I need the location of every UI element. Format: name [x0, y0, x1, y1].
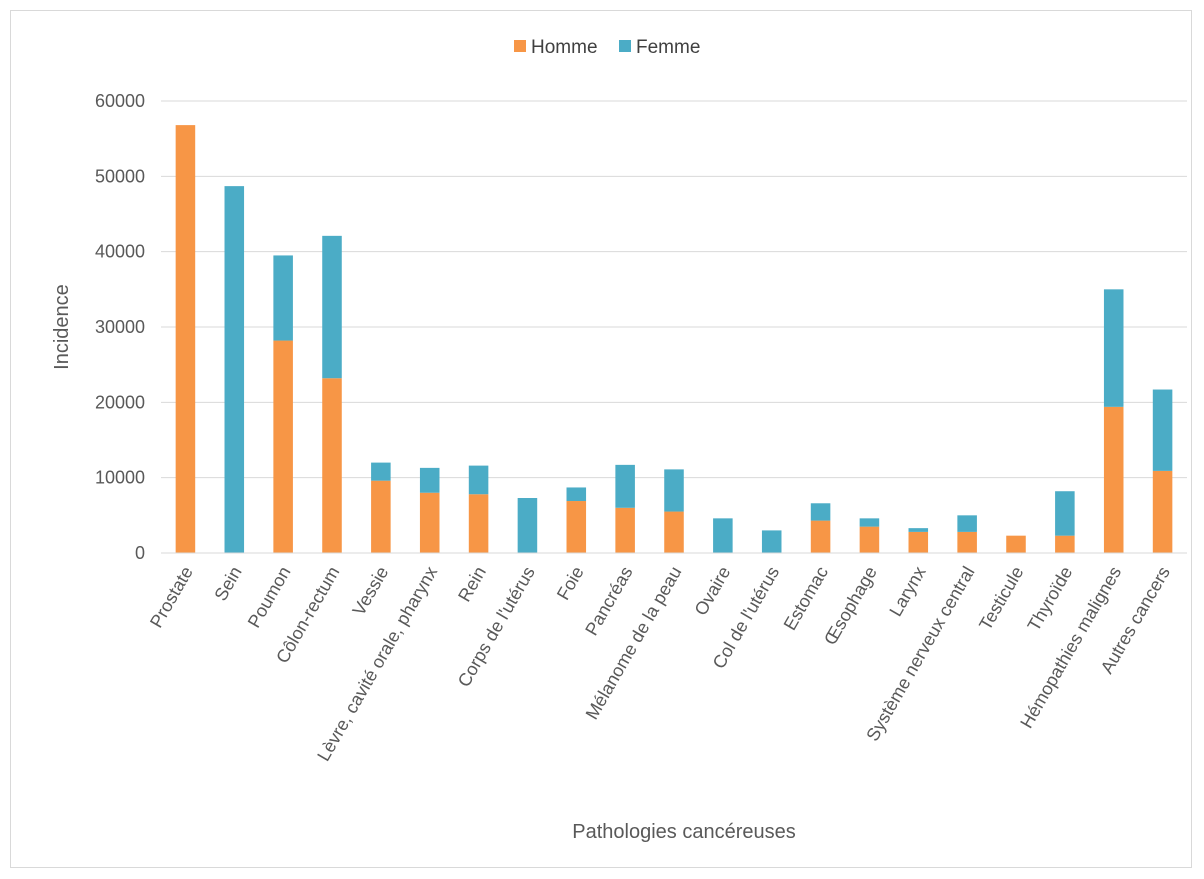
bar-homme — [810, 520, 831, 553]
legend-swatch-homme — [514, 40, 526, 52]
bar-homme — [908, 531, 929, 553]
bar-homme — [859, 526, 880, 553]
bar-homme — [664, 511, 684, 553]
x-tick-label: Vessie — [348, 563, 392, 619]
bar-femme — [517, 498, 538, 553]
y-tick-label: 60000 — [95, 91, 145, 111]
gridlines — [161, 100, 1187, 479]
bar-femme — [419, 467, 440, 493]
y-tick-label: 20000 — [95, 392, 145, 412]
bar-homme — [615, 507, 635, 553]
bar-homme — [175, 125, 196, 554]
bar-homme — [1152, 470, 1173, 553]
y-tick-label: 50000 — [95, 166, 145, 186]
bar-femme — [322, 235, 342, 379]
bar-homme — [273, 340, 293, 553]
bar-homme — [957, 531, 977, 553]
x-tick-label: Pancréas — [581, 563, 636, 639]
bar-femme — [468, 465, 489, 495]
bar-femme — [957, 515, 977, 532]
x-tick-label: Prostate — [146, 563, 197, 631]
bar-femme — [566, 487, 587, 502]
y-tick-label: 10000 — [95, 468, 145, 488]
y-tick-label: 30000 — [95, 317, 145, 337]
bar-femme — [713, 518, 733, 553]
x-tick-label: Poumon — [244, 563, 295, 631]
legend: Homme Femme — [514, 37, 700, 58]
x-axis-title: Pathologies cancéreuses — [572, 821, 795, 843]
chart-frame — [10, 10, 1192, 868]
x-tick-label: Sein — [210, 563, 245, 604]
legend-swatch-femme — [619, 40, 631, 52]
y-axis-ticks: 0 10000 20000 30000 40000 50000 60000 — [95, 91, 145, 563]
x-tick-label: Foie — [553, 563, 588, 603]
x-tick-label: Testicule — [975, 563, 1027, 634]
bar-femme — [761, 530, 782, 553]
bar-femme — [615, 464, 635, 508]
bar-femme — [664, 469, 684, 512]
y-tick-label: 40000 — [95, 242, 145, 262]
bar-femme — [908, 528, 929, 532]
bar-femme — [1055, 491, 1075, 536]
legend-label-femme: Femme — [636, 37, 700, 58]
bar-femme — [371, 462, 391, 481]
x-tick-label: Mélanome de la peau — [582, 563, 686, 723]
bar-femme — [810, 503, 831, 521]
bar-femme — [859, 518, 880, 527]
y-tick-label: 0 — [135, 543, 145, 563]
bar-homme — [468, 494, 489, 553]
bar-homme — [1103, 406, 1124, 553]
bar-homme — [1055, 535, 1075, 553]
bar-femme — [1103, 289, 1124, 407]
bar-homme — [419, 492, 440, 553]
x-tick-label: Ovaire — [690, 563, 734, 619]
bar-homme — [322, 378, 342, 553]
x-tick-label: Estomac — [780, 563, 832, 634]
bar-homme — [566, 501, 587, 553]
bar-femme — [224, 186, 245, 554]
bar-homme — [371, 480, 391, 553]
x-tick-label: Larynx — [885, 563, 929, 620]
bar-homme — [1006, 535, 1026, 553]
y-axis-title: Incidence — [51, 284, 73, 370]
x-tick-label: Rein — [454, 563, 490, 605]
bar-femme — [273, 255, 293, 341]
bar-femme — [1152, 389, 1173, 471]
x-tick-label: Système nerveux central — [862, 563, 978, 745]
legend-label-homme: Homme — [531, 37, 598, 58]
bars — [175, 125, 1173, 554]
x-tick-label: Thyroïde — [1023, 563, 1076, 635]
